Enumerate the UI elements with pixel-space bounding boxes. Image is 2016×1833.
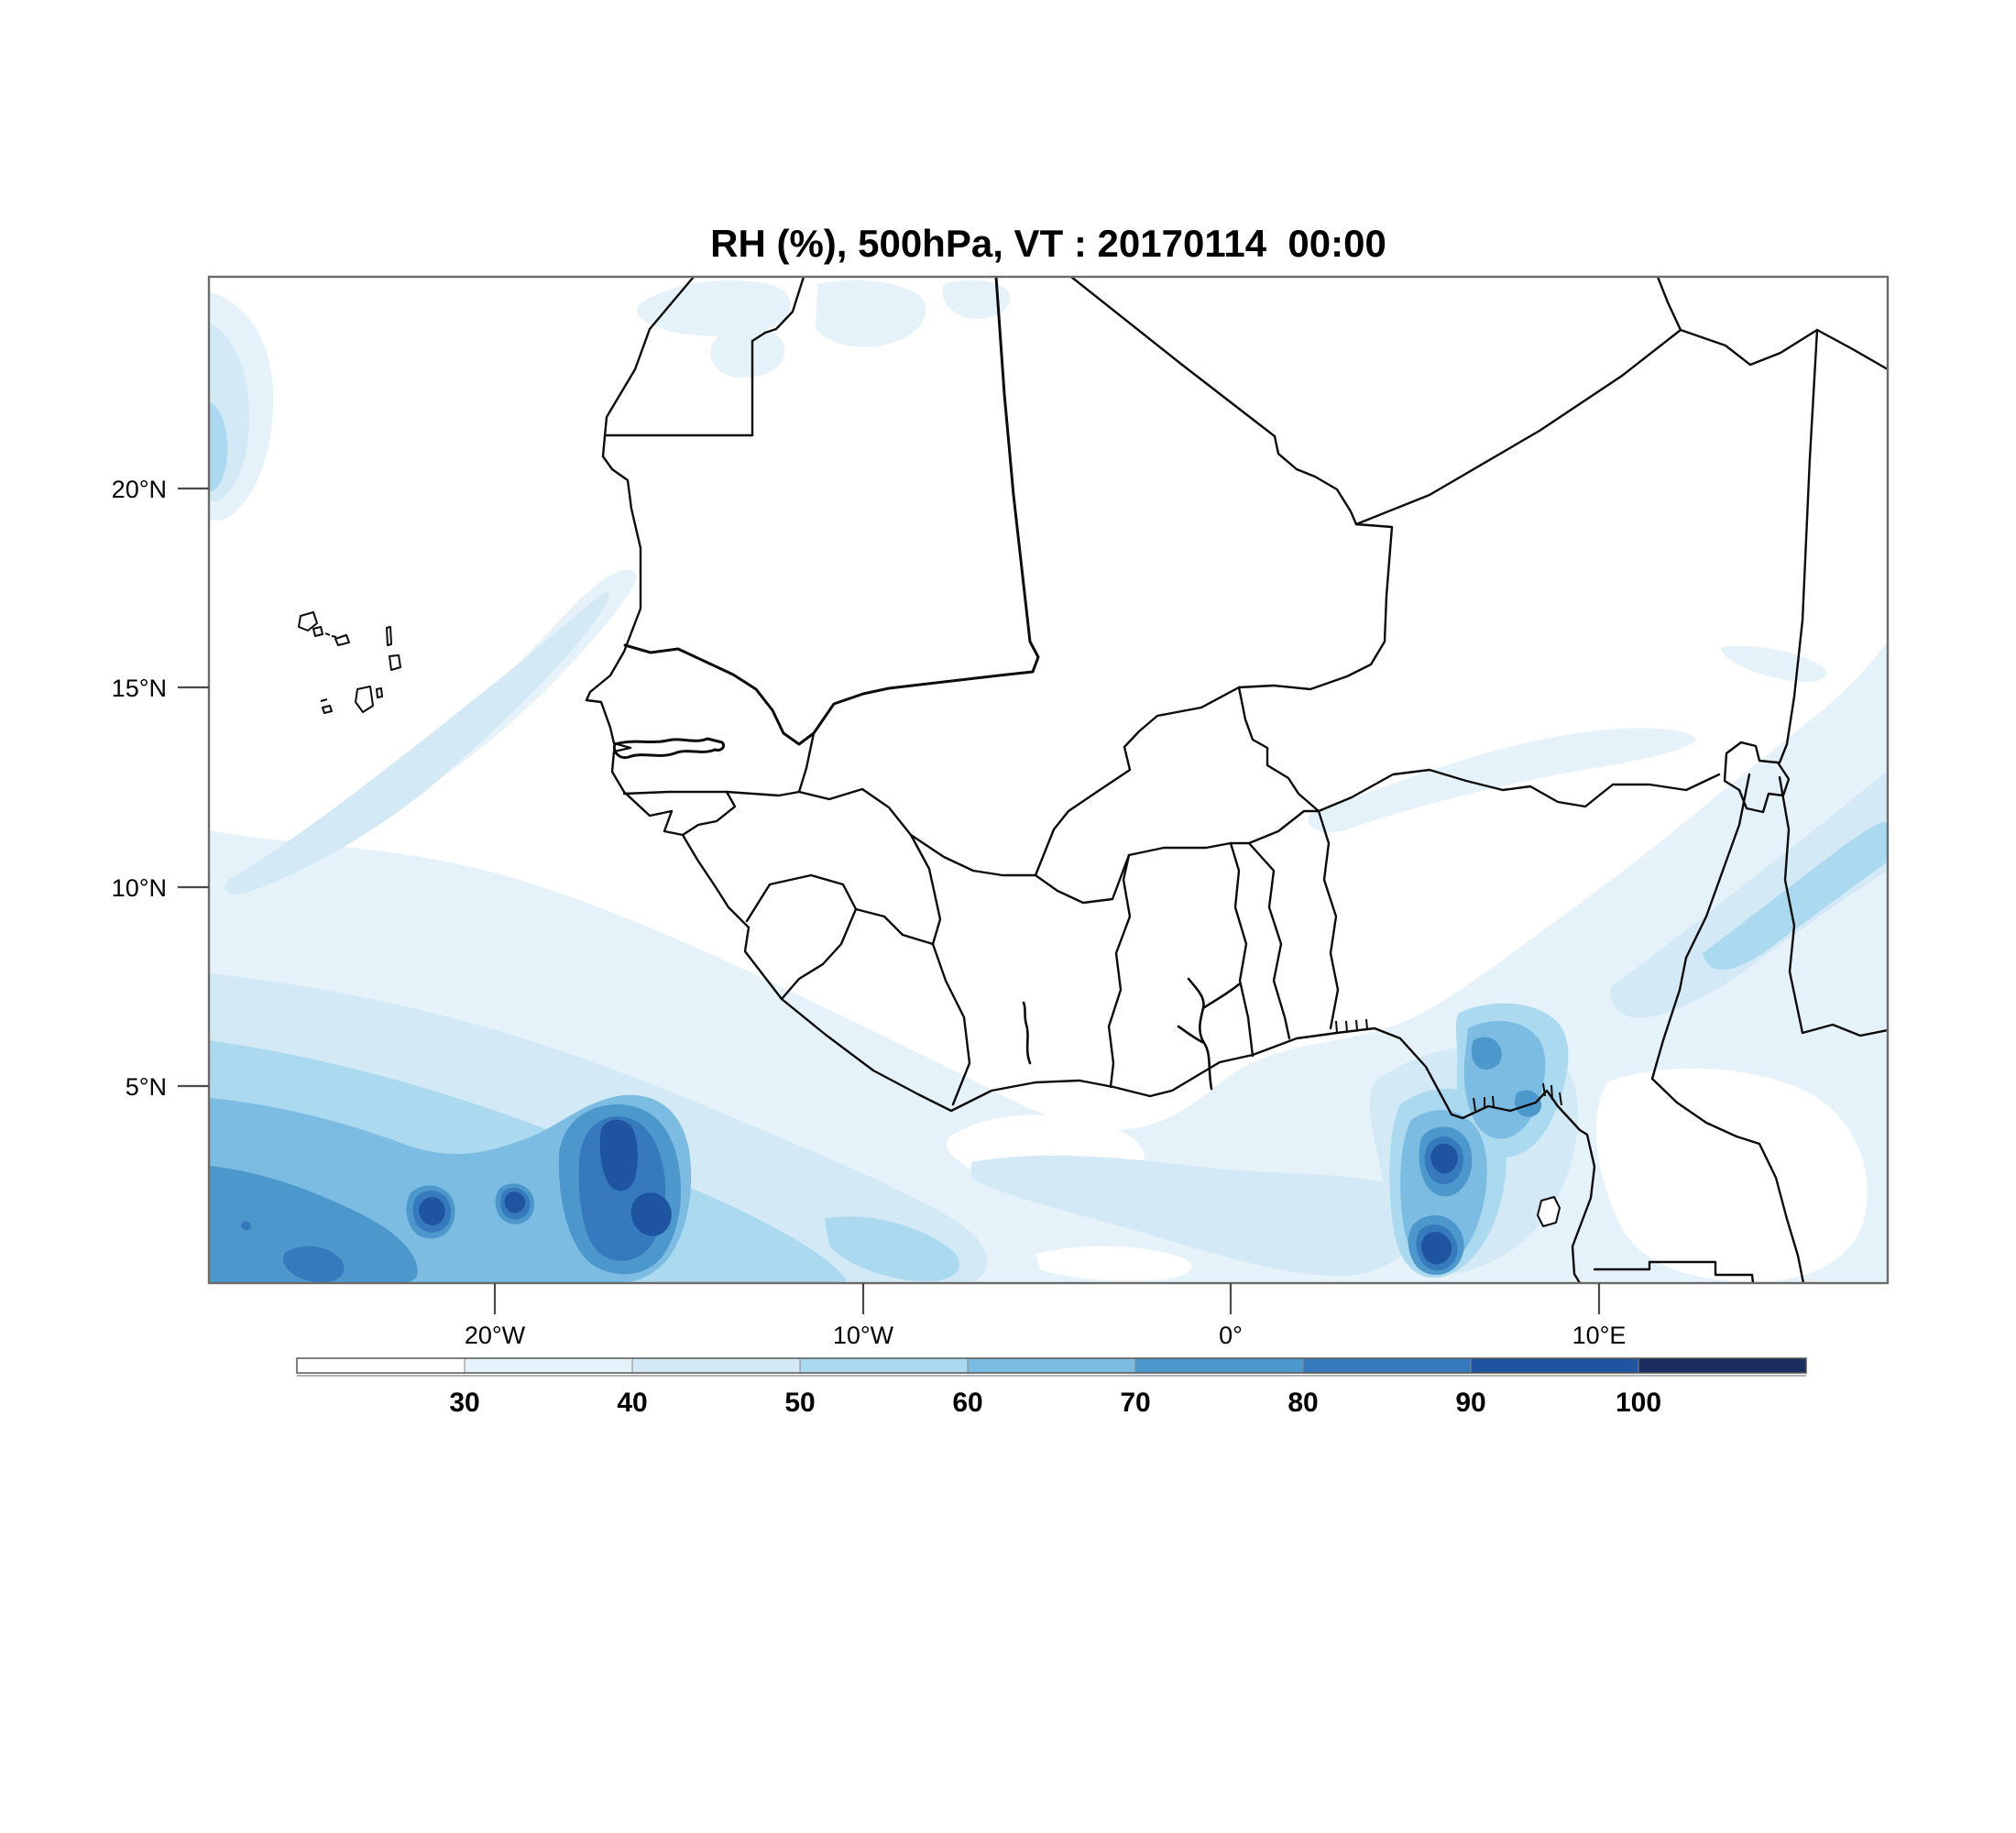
islands	[298, 611, 1561, 1227]
coastal-inlets	[1335, 1018, 1562, 1112]
lat-tick-label-5n: 5°N	[126, 1073, 167, 1101]
map-plot-area	[209, 277, 1888, 1283]
lon-tick-label-10e: 10°E	[1572, 1322, 1627, 1349]
lon-tick-label-10w: 10°W	[833, 1322, 894, 1349]
colorbar-label-100: 100	[1616, 1388, 1661, 1418]
colorbar-label-30: 30	[449, 1388, 479, 1418]
colorbar-segment-2	[631, 1357, 801, 1374]
lakes	[1022, 977, 1241, 1091]
colorbar-segment-0	[296, 1357, 466, 1374]
colorbar-segment-5	[1134, 1357, 1304, 1374]
lake-volta	[1177, 977, 1241, 1091]
plot-title: RH (%), 500hPa, VT : 20170114 00:00	[710, 222, 1386, 265]
colorbar-outline	[296, 1357, 1807, 1374]
colorbar-segment-1	[464, 1357, 633, 1374]
colorbar-label-40: 40	[617, 1388, 647, 1418]
colorbar-label-80: 80	[1287, 1388, 1318, 1418]
bioko-island	[1537, 1196, 1561, 1227]
colorbar: 30 40 50 60 70 80 90 100	[296, 1357, 1807, 1418]
cape-verde-islands	[298, 611, 401, 714]
colorbar-segment-7	[1470, 1357, 1639, 1374]
colorbar-label-90: 90	[1455, 1388, 1485, 1418]
colorbar-label-60: 60	[952, 1388, 982, 1418]
colorbar-segment-8	[1638, 1357, 1807, 1374]
lat-tick-label-15n: 15°N	[112, 675, 167, 702]
lon-tick-label-0: 0°	[1219, 1322, 1243, 1349]
colorbar-segment-3	[799, 1357, 969, 1374]
colorbar-label-50: 50	[784, 1388, 815, 1418]
lat-axis: 20°N 15°N 10°N 5°N	[112, 476, 209, 1101]
colorbar-segment-4	[967, 1357, 1136, 1374]
country-borders	[603, 277, 1888, 1283]
lake-kossou	[1022, 1001, 1032, 1065]
lat-tick-label-20n: 20°N	[112, 476, 167, 503]
colorbar-labels: 30 40 50 60 70 80 90 100	[449, 1388, 1661, 1418]
lon-tick-label-20w: 20°W	[465, 1322, 526, 1349]
coastline	[585, 277, 1596, 1283]
lon-axis: 20°W 10°W 0° 10°E	[465, 1283, 1627, 1349]
colorbar-label-70: 70	[1120, 1388, 1150, 1418]
colorbar-segment-6	[1302, 1357, 1472, 1374]
map-frame	[207, 275, 1890, 1285]
lat-tick-label-10n: 10°N	[112, 874, 167, 902]
contour-level-90-100	[419, 1119, 1458, 1265]
